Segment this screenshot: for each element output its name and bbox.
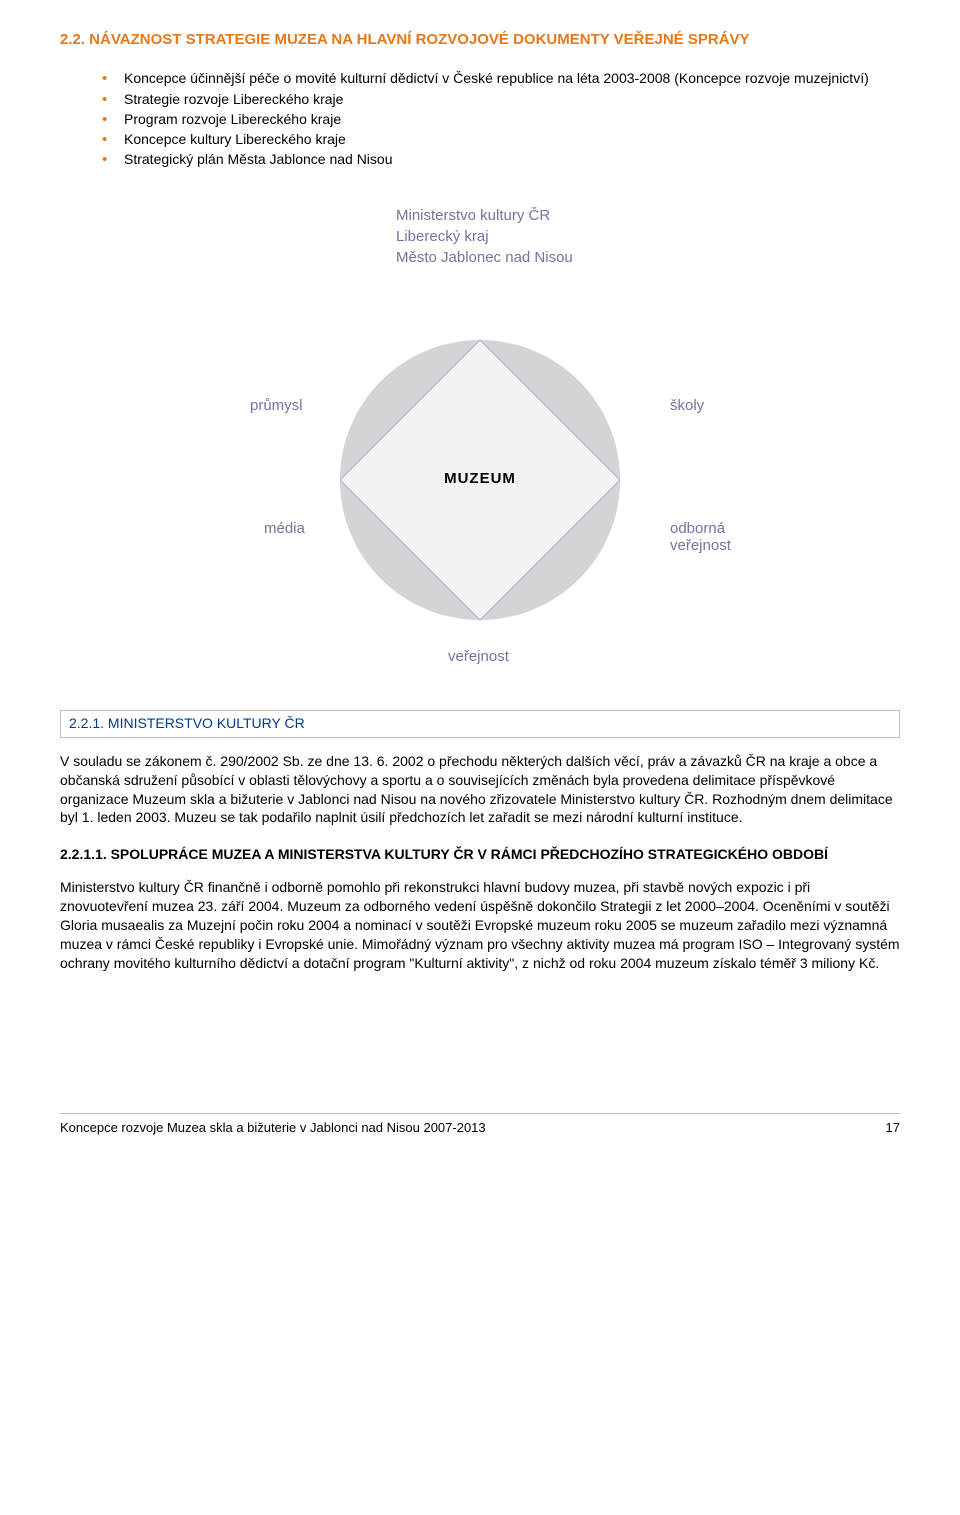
diagram-top-line: Ministerstvo kultury ČR <box>396 205 656 226</box>
diagram-top-text: Ministerstvo kultury ČR Liberecký kraj M… <box>396 205 656 268</box>
diagram-label-bottom-right: odborná veřejnost <box>670 520 790 554</box>
footer-text: Koncepce rozvoje Muzea skla a bižuterie … <box>60 1120 486 1135</box>
section-2211-title: 2.2.1.1. SPOLUPRÁCE MUZEA A MINISTERSTVA… <box>60 845 900 864</box>
bullet-item: Koncepce účinnější péče o movité kulturn… <box>102 68 900 88</box>
bullet-item: Strategie rozvoje Libereckého kraje <box>102 89 900 109</box>
heading-main: 2.2. NÁVAZNOST STRATEGIE MUZEA NA HLAVNÍ… <box>60 30 900 50</box>
diagram-container: Ministerstvo kultury ČR Liberecký kraj M… <box>60 200 900 680</box>
bullet-item: Program rozvoje Libereckého kraje <box>102 109 900 129</box>
bullet-item: Koncepce kultury Libereckého kraje <box>102 129 900 149</box>
diagram-label-bottom-left: média <box>264 520 305 537</box>
diagram-label-bottom: veřejnost <box>448 648 509 665</box>
section-title-box: 2.2.1. MINISTERSTVO KULTURY ČR <box>60 710 900 738</box>
section-221-paragraph: V souladu se zákonem č. 290/2002 Sb. ze … <box>60 752 900 828</box>
diagram-top-line: Liberecký kraj <box>396 226 656 247</box>
page-footer: Koncepce rozvoje Muzea skla a bižuterie … <box>60 1113 900 1135</box>
diagram-top-line: Město Jablonec nad Nisou <box>396 247 656 268</box>
diagram-svg <box>170 200 790 680</box>
bullet-list: Koncepce účinnější péče o movité kulturn… <box>60 68 900 169</box>
muzeum-diagram: Ministerstvo kultury ČR Liberecký kraj M… <box>170 200 790 680</box>
footer-page-number: 17 <box>886 1120 900 1135</box>
section-2211-paragraph: Ministerstvo kultury ČR finančně i odbor… <box>60 878 900 972</box>
diagram-center-label: MUZEUM <box>430 470 530 487</box>
section-221-title: 2.2.1. MINISTERSTVO KULTURY ČR <box>69 715 305 731</box>
diagram-label-top-left: průmysl <box>250 397 303 414</box>
diagram-label-top-right: školy <box>670 397 704 414</box>
bullet-item: Strategický plán Města Jablonce nad Niso… <box>102 149 900 169</box>
